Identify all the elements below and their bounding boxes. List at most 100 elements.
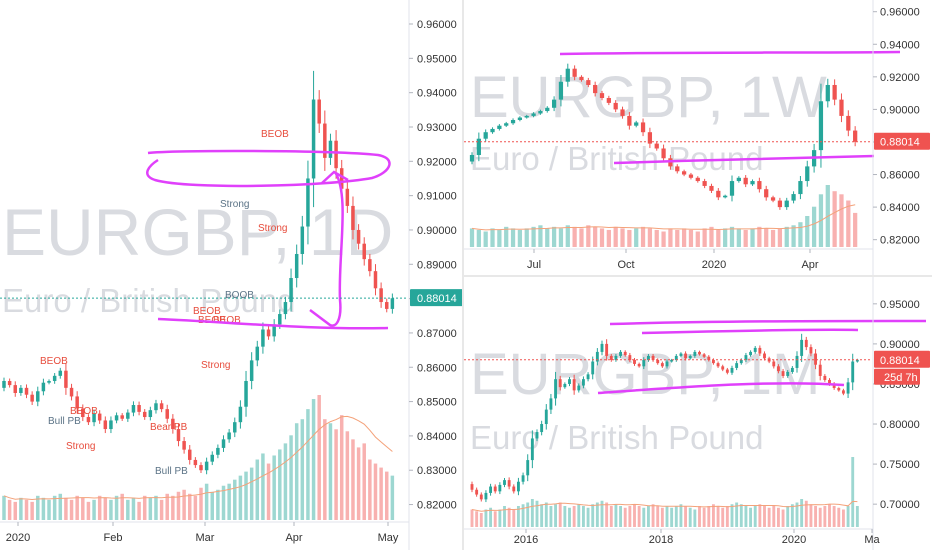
candle [753,346,757,354]
pane-divider[interactable] [462,0,464,550]
last-price-label: 0.88014 [880,137,920,149]
volume-bar [804,500,808,527]
volume-bar [736,228,741,247]
support-line[interactable] [597,382,845,395]
candle-body [758,347,762,354]
candle-body [851,361,855,383]
candle [757,177,762,193]
volume-bar [165,493,169,520]
candle-body [469,154,475,162]
volume-bar [390,475,395,520]
volume-bar [261,453,265,520]
candle [614,354,618,362]
trendline-drawings[interactable] [597,319,927,395]
volume-bar [69,499,74,520]
volume-bar [52,495,57,520]
weekly-chart-svg[interactable]: EURGBP, 1W Euro / British Pound 0.82000 0… [464,0,932,275]
volume-bar [554,504,558,527]
volume-bar [516,506,520,527]
candle [823,374,827,382]
candle-body [524,115,529,118]
trendline-drawings[interactable] [146,149,391,330]
volume-bar [535,500,539,527]
volume-bar [757,226,762,247]
watermark-ticker: EURGBP, 1D [2,195,393,269]
volume-ma-line [3,415,393,501]
candle-body [19,387,23,393]
candle-body [334,140,338,169]
candle [165,404,169,424]
volume-bar [334,429,338,520]
volume-bar [620,228,625,247]
arrow-head[interactable] [321,170,349,184]
candle-body [507,480,511,487]
candle-body [814,353,818,365]
volume-bar [530,499,534,527]
candle [131,401,136,417]
candle-body [504,123,509,126]
volume-bar [767,507,771,527]
candle-body [577,385,581,391]
resistance-line[interactable] [641,328,859,335]
candle [832,79,837,106]
monthly-chart-svg[interactable]: EURGBP, 1M Euro / British Pound 0.70000 0… [464,277,932,550]
candle-body [609,355,613,360]
candle [334,130,338,179]
candle [283,296,288,320]
support-line[interactable] [157,317,389,330]
candle-body [154,403,158,411]
chart-pane-daily[interactable]: EURGBP, 1D Euro / British Pound BEOB Bul… [0,0,462,550]
candle [709,183,714,194]
volume-bar [103,497,108,520]
y-tick-label: 0.84000 [417,431,457,443]
volume-bar [216,489,220,520]
candle [763,351,766,361]
volume-bar [30,501,34,520]
volume-bar [823,506,827,527]
volume-bar [776,507,780,527]
candle [693,350,697,358]
candle [591,356,595,380]
y-tick-label: 0.91000 [417,191,457,203]
daily-chart-svg[interactable]: EURGBP, 1D Euro / British Pound BEOB Bul… [0,0,462,550]
candle-body [665,361,669,367]
candle [2,377,6,392]
candle [786,370,790,378]
volume-bar [800,499,804,527]
chart-pane-monthly[interactable]: EURGBP, 1M Euro / British Pound 0.70000 0… [464,277,932,550]
candle-body [744,355,748,360]
candle-body [221,439,226,448]
chart-pane-weekly[interactable]: EURGBP, 1W Euro / British Pound 0.82000 0… [464,0,932,275]
ellipse-drawing[interactable] [146,149,391,188]
candle [238,400,243,429]
support-line[interactable] [613,154,875,165]
volume-bar [475,511,479,527]
resistance-line[interactable] [559,50,901,56]
volume-bar [599,228,605,247]
volume-bar [58,493,63,520]
candle-body [551,99,557,108]
candle-body [165,409,169,419]
candle [187,445,192,465]
volume-ma-line [471,204,856,231]
candle-body [681,171,687,175]
candle-body [512,486,516,492]
candle-body [103,420,108,430]
candle-body [317,99,321,124]
trendline-drawings[interactable] [559,50,901,165]
x-tick-label: 2020 [6,532,30,544]
candle [379,282,383,308]
volume-bar [688,507,692,527]
candle [103,416,108,434]
volume-bar [2,495,6,520]
volume-bar [772,506,776,527]
volume-bar [781,509,785,527]
candle-body [483,132,488,139]
candle [798,176,803,200]
arrow-path[interactable] [309,171,344,327]
candle-body [839,99,844,116]
pane-divider[interactable] [464,275,932,277]
volume-bar [716,506,720,527]
resistance-line[interactable] [609,319,927,326]
annotation-label: BEOB [213,315,241,326]
